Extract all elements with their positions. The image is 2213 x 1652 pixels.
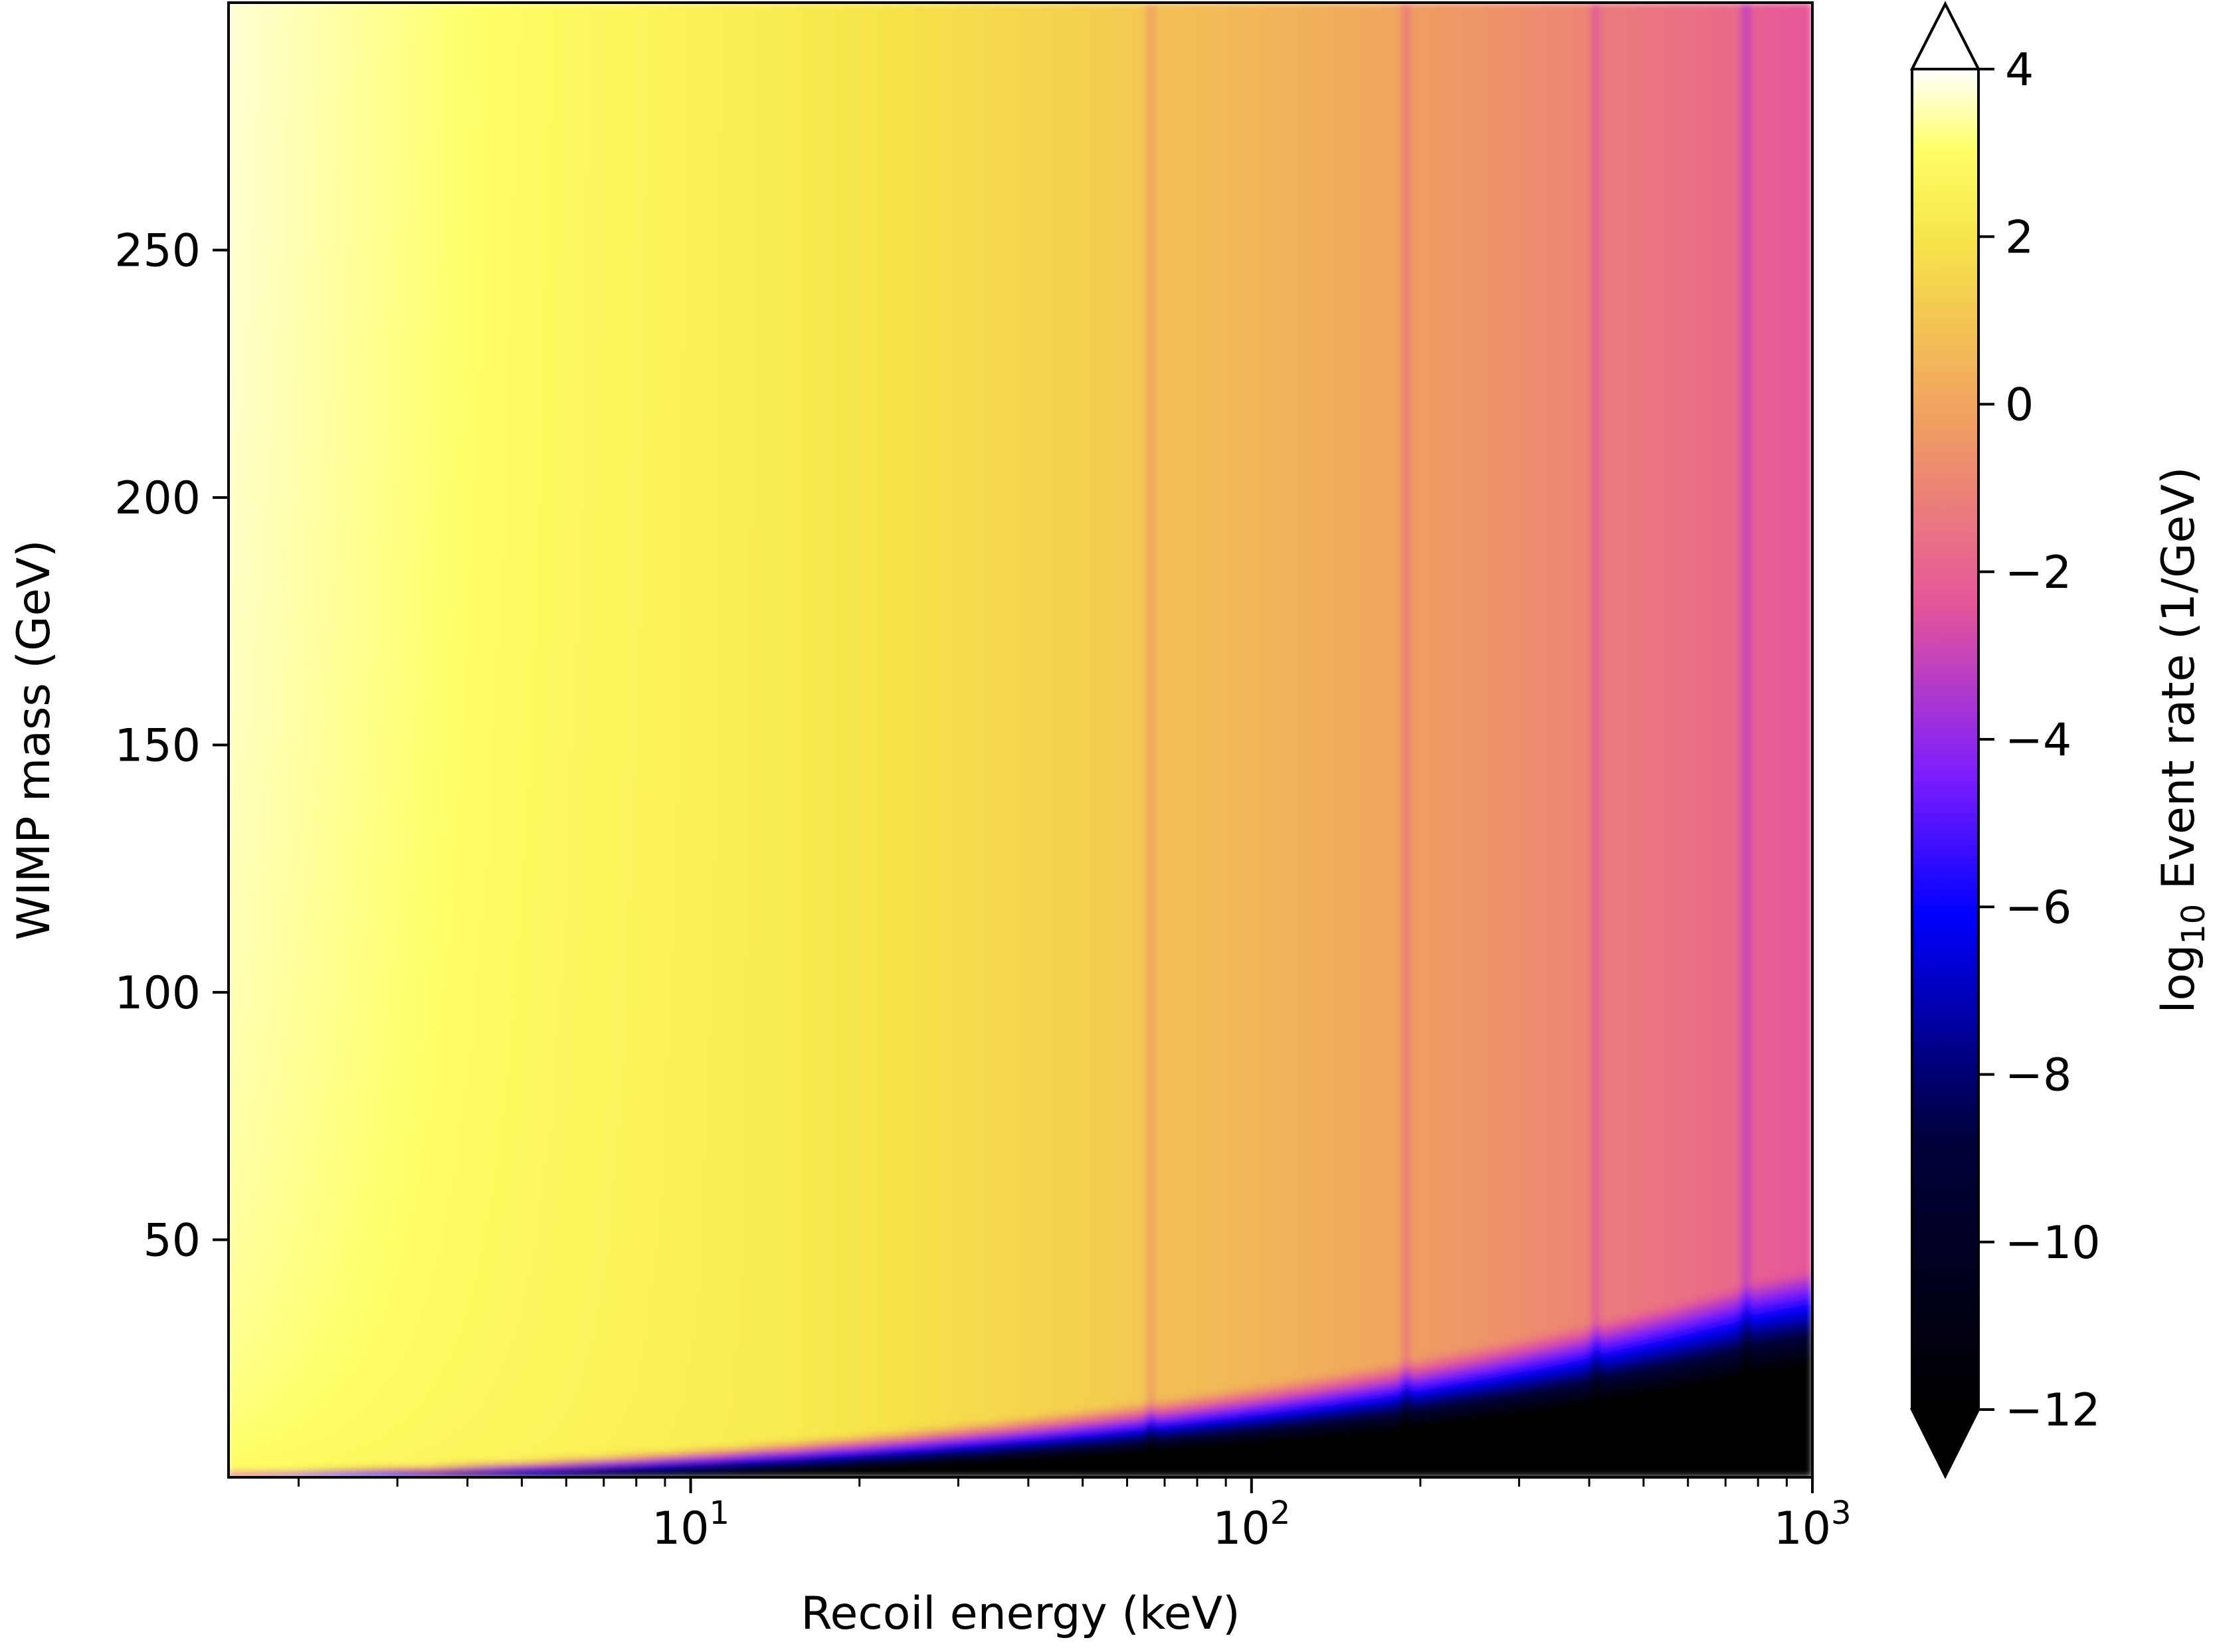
- y-tick-label: 50: [143, 1214, 201, 1267]
- colorbar-gradient: [1912, 69, 1978, 1410]
- colorbar-label-log: log: [2153, 945, 2205, 1014]
- colorbar-tick-label: 4: [2005, 44, 2034, 96]
- x-tick-label: 103: [1773, 1495, 1851, 1555]
- y-axis-title: WIMP mass (GeV): [8, 539, 60, 940]
- x-tick-exponent: 2: [1270, 1495, 1291, 1532]
- heatmap-image: [229, 3, 1812, 1477]
- colorbar-ticks: 4 2 0 −2 −4 −6 −8 −10 −12: [1978, 44, 2101, 1437]
- x-tick-exponent: 1: [710, 1495, 730, 1532]
- colorbar-tick-label: 0: [2005, 379, 2034, 432]
- x-axis: 101 102 103: [297, 1477, 1852, 1555]
- y-tick-label: 150: [114, 719, 201, 772]
- colorbar-label: log10 Event rate (1/GeV): [2153, 467, 2212, 1014]
- colorbar-extend-bottom: [1909, 1408, 1981, 1479]
- x-tick-exponent: 3: [1831, 1495, 1852, 1532]
- x-tick-label: 102: [1212, 1495, 1290, 1555]
- x-tick-base: 10: [652, 1503, 710, 1555]
- colorbar-label-sub: 10: [2175, 904, 2212, 945]
- colorbar-label-text: Event rate (1/GeV): [2153, 467, 2205, 904]
- x-tick-base: 10: [1212, 1503, 1270, 1555]
- colorbar-tick-label: −4: [2005, 714, 2071, 767]
- x-tick-label: 101: [652, 1495, 729, 1555]
- y-tick-label: 100: [114, 967, 201, 1020]
- plot-frame: [227, 1, 1814, 1479]
- x-axis-title: Recoil energy (keV): [801, 1588, 1240, 1640]
- colorbar-extend-top: [1909, 1, 1981, 70]
- x-tick-base: 10: [1773, 1503, 1831, 1555]
- y-tick-label: 200: [114, 472, 201, 525]
- colorbar-tick-label: −8: [2005, 1050, 2071, 1102]
- colorbar-tick-label: −2: [2005, 547, 2071, 599]
- colorbar-tick-label: −6: [2005, 881, 2071, 934]
- colorbar-tick-label: −12: [2005, 1384, 2101, 1437]
- y-tick-label: 250: [114, 225, 201, 277]
- colorbar-tick-label: −10: [2005, 1217, 2101, 1269]
- y-axis: 50 100 150 200 250: [114, 225, 229, 1267]
- colorbar-tick-label: 2: [2005, 211, 2034, 264]
- colorbar: 4 2 0 −2 −4 −6 −8 −10 −12 log10 Event rate (1/Ge…: [1909, 1, 2212, 1479]
